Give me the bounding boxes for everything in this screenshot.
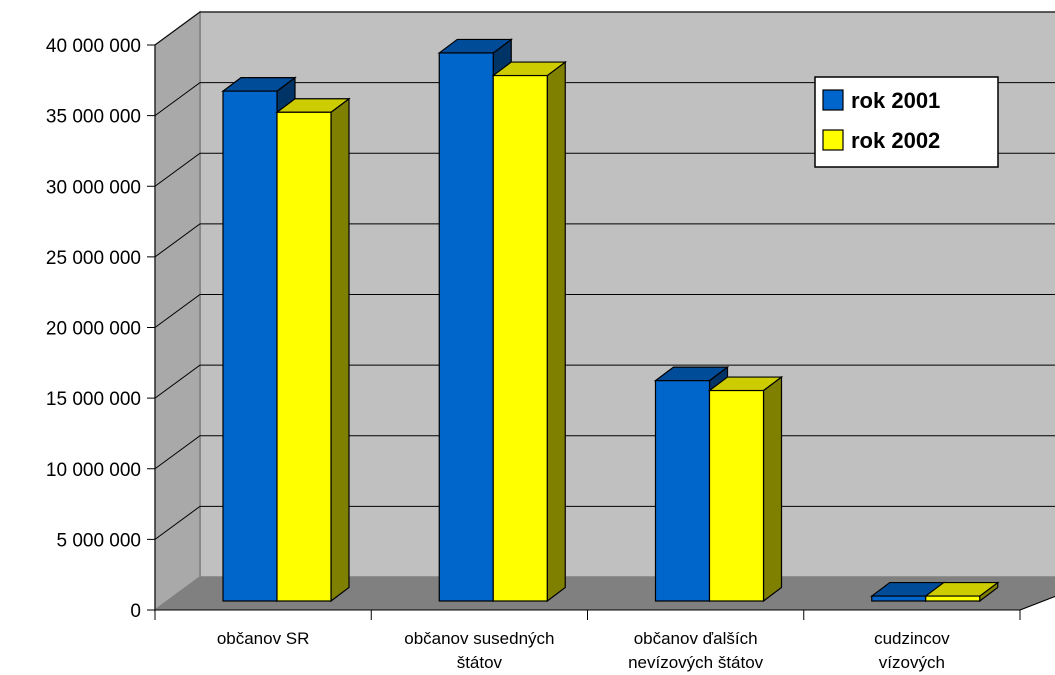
legend-label: rok 2001 [851, 88, 940, 113]
bar-rok-2002 [491, 60, 568, 603]
x-tick-label: občanov SR [217, 629, 310, 648]
y-tick-label: 25 000 000 [46, 248, 141, 269]
gridline [154, 223, 1055, 258]
y-tick-label: 30 000 000 [46, 177, 141, 198]
bar-side [330, 97, 350, 603]
gridline [154, 11, 1055, 46]
bar-rok-2002 [923, 581, 1000, 603]
bar-rok-2002 [707, 375, 784, 603]
y-tick-label: 5 000 000 [56, 530, 141, 551]
gridlines [154, 11, 1055, 540]
floor-edge [1019, 595, 1055, 611]
y-tick-label: 15 000 000 [46, 389, 141, 410]
bar-front [925, 595, 981, 602]
gridline [154, 294, 1055, 328]
bar-side [546, 60, 566, 603]
y-tick-label: 40 000 000 [46, 36, 141, 57]
bar-front [492, 74, 548, 602]
x-axis: občanov SR občanov susedných štátov občanov… [154, 609, 1021, 672]
bar-front [871, 595, 927, 602]
x-tick-label: cudzincov vízových [874, 629, 950, 672]
gridline [154, 152, 1055, 187]
gridline [154, 364, 1055, 399]
gridline [154, 435, 1055, 470]
bar-rok-2002 [275, 97, 351, 603]
bars [221, 38, 1000, 603]
y-tick-label: 10 000 000 [46, 460, 141, 481]
gridline [154, 505, 1055, 540]
bar-front [654, 380, 711, 602]
legend: rok 2001 rok 2002 [814, 76, 999, 168]
bar-side [762, 375, 783, 603]
legend-swatch [822, 89, 844, 111]
bar-front [222, 90, 278, 602]
bar-front [438, 52, 494, 602]
bar-front [276, 111, 332, 602]
x-tick-label: občanov ďalších nevízových štátov [628, 629, 764, 672]
legend-label: rok 2002 [851, 128, 940, 153]
legend-box [814, 76, 999, 168]
y-tick-label: 0 [130, 601, 141, 622]
y-tick-label: 35 000 000 [46, 107, 141, 128]
bar-front [708, 389, 765, 602]
y-tick-label: 20 000 000 [46, 319, 141, 340]
gridline [154, 82, 1055, 117]
y-axis: 0 5 000 000 10 000 000 15 000 000 20 000 000… [46, 36, 156, 622]
x-tick-label: občanov susedných štátov [404, 629, 554, 672]
legend-swatch [822, 129, 844, 151]
